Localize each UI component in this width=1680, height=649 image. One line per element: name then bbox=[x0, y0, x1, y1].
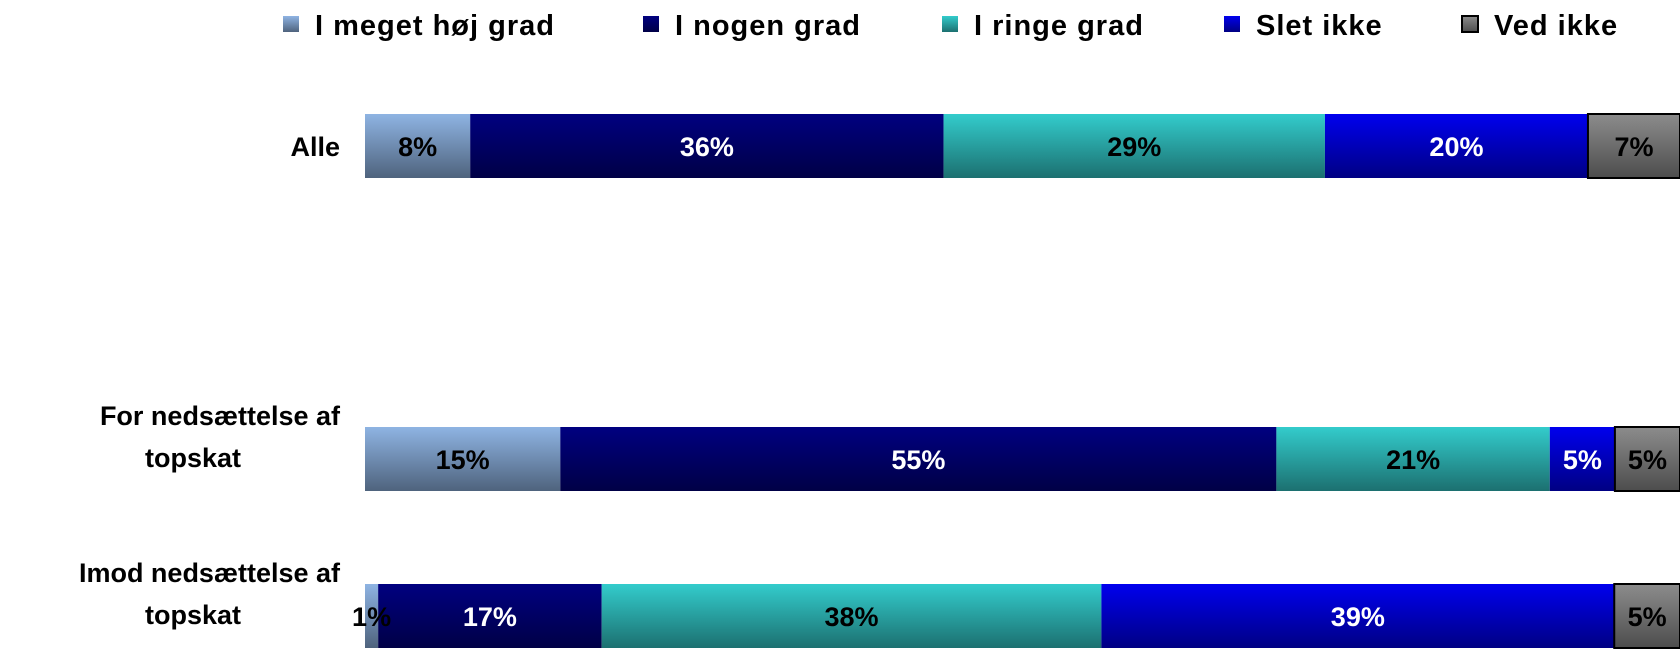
data-label: 15% bbox=[436, 445, 490, 475]
legend-label: I meget høj grad bbox=[315, 10, 555, 42]
legend-swatch bbox=[1224, 16, 1240, 32]
data-label: 21% bbox=[1386, 445, 1440, 475]
data-label: 29% bbox=[1107, 132, 1161, 162]
category-label: Imod nedsættelse af topskat bbox=[79, 558, 341, 630]
bar-segment-slet-ikke bbox=[1101, 584, 1615, 648]
data-label: 39% bbox=[1331, 602, 1385, 632]
data-label: 1% bbox=[352, 602, 391, 632]
data-label: 5% bbox=[1563, 445, 1602, 475]
bar-segment-i-meget-høj-grad bbox=[365, 114, 471, 178]
legend-swatch bbox=[942, 16, 958, 32]
bar-segment-i-nogen-grad bbox=[560, 427, 1277, 491]
bar-row: 1% 17% 38% 39% 5% bbox=[352, 583, 1680, 649]
bar-segment-i-meget-høj-grad bbox=[365, 584, 379, 648]
bar-row: 15% 55% 21% 5% 5% bbox=[365, 426, 1680, 492]
legend-swatch bbox=[283, 16, 299, 32]
legend-label: I ringe grad bbox=[974, 10, 1144, 42]
bar-segment-i-nogen-grad bbox=[378, 584, 602, 648]
bar-segment-i-ringe-grad bbox=[1276, 427, 1550, 491]
legend-label: Ved ikke bbox=[1494, 10, 1618, 42]
data-label: 55% bbox=[891, 445, 945, 475]
legend-item-i-meget-høj-grad: I meget høj grad bbox=[283, 10, 555, 42]
legend-swatch bbox=[643, 16, 659, 32]
legend-item-i-nogen-grad: I nogen grad bbox=[643, 10, 861, 42]
data-label: 7% bbox=[1614, 132, 1653, 162]
data-label: 36% bbox=[680, 132, 734, 162]
category-axis: Alle For nedsættelse af topskat Imod nedsæt… bbox=[79, 132, 341, 630]
category-label: Alle bbox=[290, 132, 340, 162]
bar-segment-ved-ikke bbox=[1613, 583, 1680, 649]
bar-segment-i-meget-høj-grad bbox=[365, 427, 561, 491]
bar-segment-i-ringe-grad bbox=[601, 584, 1102, 648]
data-label: 17% bbox=[463, 602, 517, 632]
bar-segment-slet-ikke bbox=[1549, 427, 1615, 491]
data-label: 38% bbox=[825, 602, 879, 632]
bar-segment-slet-ikke bbox=[1324, 114, 1588, 178]
legend-item-i-ringe-grad: I ringe grad bbox=[942, 10, 1144, 42]
data-label: 5% bbox=[1628, 445, 1667, 475]
bar-row: 8% 36% 29% 20% 7% bbox=[365, 113, 1680, 179]
data-label: 8% bbox=[398, 132, 437, 162]
bar-segment-ved-ikke bbox=[1613, 426, 1680, 492]
legend-item-ved-ikke: Ved ikke bbox=[1461, 10, 1618, 42]
legend-label: Slet ikke bbox=[1256, 10, 1383, 42]
bar-segment-i-ringe-grad bbox=[943, 114, 1325, 178]
legend: I meget høj grad I nogen grad I ringe grad… bbox=[283, 10, 1618, 42]
data-label: 5% bbox=[1628, 602, 1667, 632]
legend-swatch bbox=[1461, 15, 1479, 33]
data-label: 20% bbox=[1429, 132, 1483, 162]
legend-item-slet-ikke: Slet ikke bbox=[1224, 10, 1383, 42]
bar-segment-ved-ikke bbox=[1586, 113, 1680, 179]
legend-label: I nogen grad bbox=[675, 10, 861, 42]
bar-segment-i-nogen-grad bbox=[470, 114, 944, 178]
plot-area: 8% 36% 29% 20% 7% 15% 55% 21% 5% 5% 1% 17% 38% 39% 5% bbox=[352, 113, 1680, 649]
category-label: For nedsættelse af topskat bbox=[100, 401, 341, 473]
